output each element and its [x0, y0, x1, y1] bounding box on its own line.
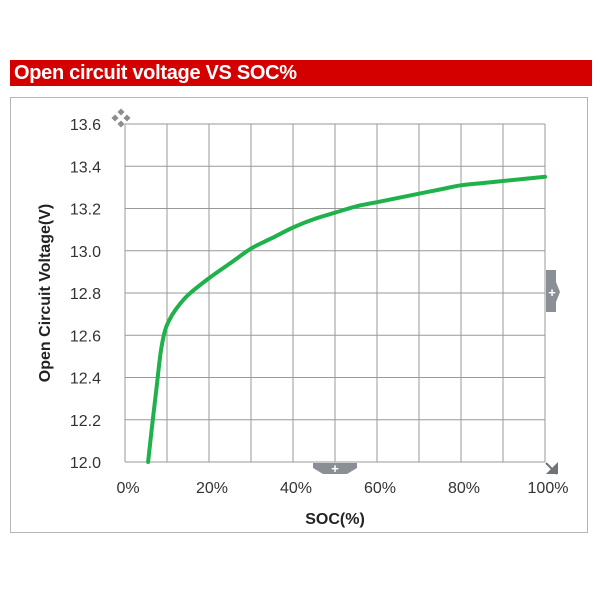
move-icon[interactable]: [111, 108, 131, 128]
y-axis-label: Open Circuit Voltage(V): [37, 204, 54, 382]
x-tick-label: 100%: [528, 480, 569, 497]
y-tick-label: 13.6: [70, 117, 101, 134]
x-axis-handle[interactable]: [313, 463, 357, 474]
x-tick-label: 60%: [364, 480, 396, 497]
x-tick-label: 0%: [116, 480, 139, 497]
x-tick-label: 80%: [448, 480, 480, 497]
y-axis-handle[interactable]: [546, 270, 560, 312]
plus-icon: +: [331, 461, 339, 476]
y-tick-label: 12.6: [70, 328, 101, 345]
x-tick-label: 40%: [280, 480, 312, 497]
y-tick-label: 12.0: [70, 455, 101, 472]
resize-icon[interactable]: [545, 462, 558, 475]
y-tick-label: 13.0: [70, 244, 101, 261]
y-tick-label: 13.4: [70, 159, 101, 176]
chart-title-bar: Open circuit voltage VS SOC%: [10, 60, 592, 86]
chart-title: Open circuit voltage VS SOC%: [14, 62, 297, 84]
y-tick-label: 12.4: [70, 371, 101, 388]
y-tick-label: 13.2: [70, 202, 101, 219]
x-tick-label: 20%: [196, 480, 228, 497]
series-line: [146, 174, 547, 464]
plus-icon: +: [548, 285, 556, 300]
y-tick-label: 12.2: [70, 413, 101, 430]
x-axis-label: SOC(%): [305, 511, 365, 528]
chart-frame: [10, 97, 588, 533]
y-tick-label: 12.8: [70, 286, 101, 303]
